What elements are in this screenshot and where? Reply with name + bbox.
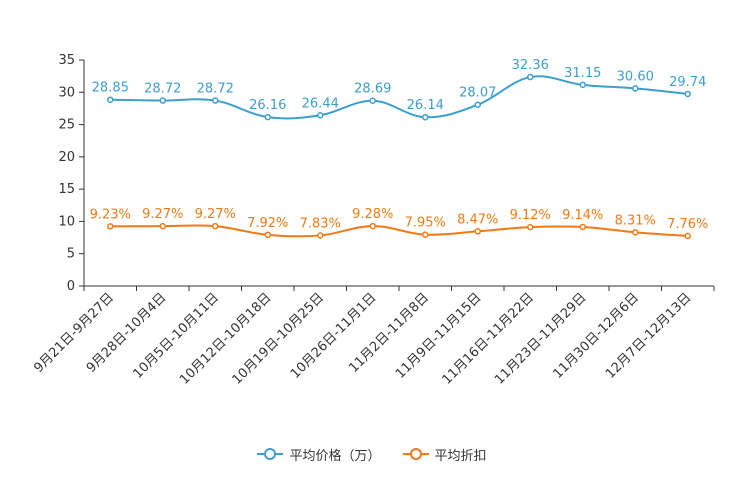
data-point — [579, 223, 586, 231]
data-point — [632, 229, 639, 236]
legend-discount-marker-icon — [402, 448, 429, 460]
data-label: 32.36 — [512, 58, 549, 73]
y-tick-label: 0 — [67, 279, 75, 294]
data-label: 9.27% — [142, 207, 183, 222]
legend-price-marker-icon — [257, 448, 284, 460]
data-point — [159, 222, 166, 230]
data-label: 8.31% — [615, 213, 656, 228]
data-label: 31.15 — [564, 66, 601, 81]
legend-item-average-discount[interactable]: 平均折扣 — [402, 445, 487, 464]
data-label: 7.76% — [667, 217, 708, 232]
y-tick-label: 30 — [58, 85, 75, 100]
series-line-average-discount — [110, 224, 688, 238]
x-tick-label: 10月19日-10月25日 — [230, 290, 327, 387]
data-point — [212, 97, 219, 104]
data-label: 26.14 — [407, 98, 444, 113]
data-point — [632, 85, 639, 92]
data-point — [264, 231, 271, 239]
data-point — [579, 81, 586, 89]
x-tick-label: 10月12日-10月18日 — [177, 290, 274, 387]
legend-label-average-discount: 平均折扣 — [434, 448, 487, 464]
y-tick-label: 15 — [58, 182, 75, 197]
legend-item-average-price[interactable]: 平均价格（万） — [257, 445, 381, 464]
data-point — [369, 97, 376, 104]
data-point — [474, 228, 481, 235]
data-point — [317, 112, 324, 119]
data-point — [107, 96, 114, 103]
data-label: 26.16 — [249, 98, 286, 113]
data-label: 7.92% — [247, 216, 288, 231]
data-label: 9.23% — [90, 207, 131, 222]
data-label: 28.72 — [144, 82, 181, 97]
data-point — [212, 222, 219, 230]
data-point — [422, 231, 429, 238]
chart-legend: 平均价格（万） 平均折扣 — [0, 444, 744, 464]
data-point — [107, 223, 114, 230]
y-tick-label: 35 — [58, 53, 75, 68]
data-label: 9.12% — [510, 208, 551, 223]
data-point — [527, 73, 534, 81]
data-label: 7.83% — [300, 216, 341, 231]
y-tick-label: 25 — [58, 118, 75, 133]
legend-label-average-price: 平均价格（万） — [289, 448, 381, 464]
data-label: 8.47% — [457, 212, 498, 227]
data-point — [264, 113, 271, 121]
data-label: 29.74 — [669, 75, 706, 90]
data-label: 28.72 — [197, 82, 234, 97]
data-label: 9.28% — [352, 207, 393, 222]
data-label: 26.44 — [302, 96, 339, 111]
data-label: 30.60 — [617, 69, 654, 84]
data-point — [159, 97, 166, 104]
data-point — [684, 232, 691, 240]
y-tick-label: 5 — [67, 247, 75, 262]
data-point — [474, 101, 481, 108]
data-label: 28.85 — [92, 81, 129, 96]
data-label: 28.69 — [354, 82, 391, 97]
series-line-average-price — [110, 75, 688, 120]
data-label: 28.07 — [459, 86, 496, 101]
y-tick-label: 10 — [58, 214, 75, 229]
x-tick-label: 11月16日-11月22日 — [440, 290, 537, 387]
data-point — [422, 113, 429, 121]
line-chart: 051015202530359月21日-9月27日9月28日-10月4日10月5… — [31, 53, 715, 388]
data-label: 9.14% — [562, 208, 603, 223]
data-label: 9.27% — [195, 207, 236, 222]
x-tick-label: 11月23日-11月29日 — [492, 290, 589, 387]
y-tick-label: 20 — [58, 150, 75, 165]
data-point — [527, 223, 534, 231]
data-point — [317, 232, 324, 239]
data-point — [369, 222, 376, 230]
data-point — [684, 90, 691, 98]
data-label: 7.95% — [405, 216, 446, 231]
